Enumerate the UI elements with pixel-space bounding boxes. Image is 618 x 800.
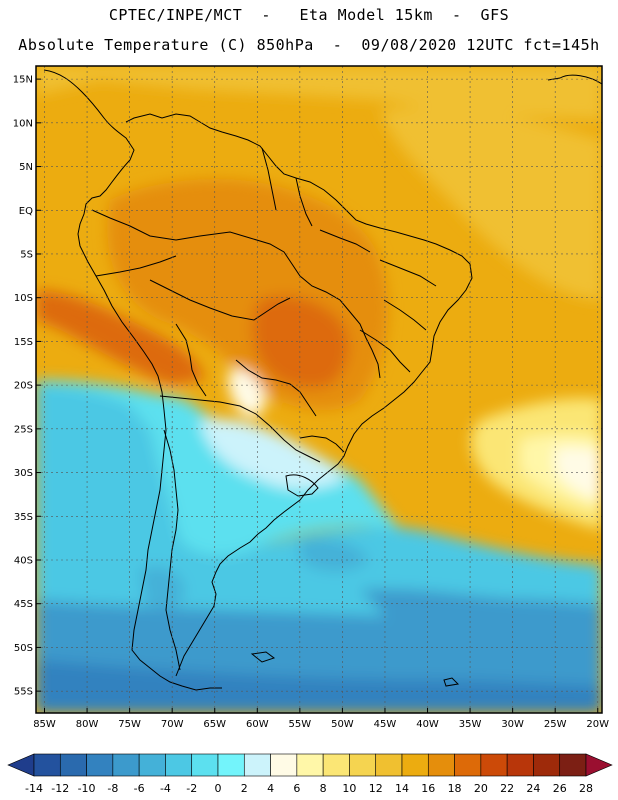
lon-label: 45W bbox=[374, 719, 397, 730]
colorbar-label: -10 bbox=[78, 782, 96, 795]
colorbar-label: -6 bbox=[134, 782, 145, 795]
colorbar-swatch bbox=[559, 753, 587, 777]
lon-label: 40W bbox=[416, 719, 439, 730]
colorbar-label: 18 bbox=[448, 782, 462, 795]
colorbar-label: 16 bbox=[421, 782, 435, 795]
colorbar-label: 22 bbox=[500, 782, 514, 795]
lat-label: 30S bbox=[14, 468, 33, 479]
colorbar-swatch bbox=[243, 753, 271, 777]
map-frame bbox=[35, 65, 603, 714]
lat-label: EQ bbox=[19, 206, 33, 217]
colorbar-swatch bbox=[86, 753, 114, 777]
colorbar-swatch bbox=[138, 753, 166, 777]
colorbar-swatch bbox=[165, 753, 193, 777]
colorbar-label: 14 bbox=[395, 782, 409, 795]
colorbar-label: 0 bbox=[215, 782, 222, 795]
colorbar-label: 6 bbox=[293, 782, 300, 795]
lat-label: 15S bbox=[14, 337, 33, 348]
colorbar-low-arrow bbox=[7, 753, 35, 777]
lat-label: 35S bbox=[14, 512, 33, 523]
colorbar-label: -12 bbox=[51, 782, 69, 795]
colorbar-label: 2 bbox=[241, 782, 248, 795]
colorbar-label: 12 bbox=[369, 782, 383, 795]
colorbar-label: 8 bbox=[320, 782, 327, 795]
lon-label: 70W bbox=[161, 719, 184, 730]
lat-label: 50S bbox=[14, 643, 33, 654]
lat-label: 15N bbox=[13, 75, 33, 86]
colorbar-swatch bbox=[427, 753, 455, 777]
colorbar-swatch bbox=[270, 753, 298, 777]
colorbar-label: 10 bbox=[342, 782, 356, 795]
lon-label: 25W bbox=[544, 719, 567, 730]
map-grid bbox=[36, 66, 602, 713]
lat-label: 20S bbox=[14, 381, 33, 392]
colorbar-label: -4 bbox=[160, 782, 171, 795]
colorbar-label: 4 bbox=[267, 782, 274, 795]
colorbar-swatch bbox=[112, 753, 140, 777]
colorbar-swatch bbox=[296, 753, 324, 777]
lon-label: 85W bbox=[33, 719, 56, 730]
coastlines bbox=[43, 69, 602, 691]
temperature-field bbox=[36, 66, 602, 713]
lat-label: 25S bbox=[14, 424, 33, 435]
lon-label: 60W bbox=[246, 719, 269, 730]
lat-label: 5N bbox=[19, 162, 33, 173]
colorbar-label: 28 bbox=[579, 782, 593, 795]
colorbar-swatch bbox=[401, 753, 429, 777]
chart-title-line1: CPTEC/INPE/MCT - Eta Model 15km - GFS bbox=[108, 6, 510, 24]
colorbar-swatch bbox=[480, 753, 508, 777]
colorbar-swatch bbox=[322, 753, 350, 777]
colorbar-swatch bbox=[59, 753, 87, 777]
colorbar-label: -14 bbox=[25, 782, 43, 795]
chart-title-line2: Absolute Temperature (C) 850hPa - 09/08/… bbox=[18, 36, 600, 54]
axis-ticks: 15N 10N 5N EQ 5S 10S 15S 20S 25S 30S 35S 40S 45S 50S 5… bbox=[13, 75, 609, 730]
colorbar-label: 26 bbox=[553, 782, 567, 795]
lat-label: 5S bbox=[20, 249, 33, 260]
colorbar: -14 -12 -10 -8 -6 -4 -2 0 2 4 6 8 10 12 14 16 18 20 22 24 26… bbox=[7, 753, 613, 795]
lon-label: 30W bbox=[501, 719, 524, 730]
colorbar-swatch bbox=[33, 753, 61, 777]
lat-label: 40S bbox=[14, 555, 33, 566]
lon-label: 75W bbox=[118, 719, 141, 730]
colorbar-swatch bbox=[506, 753, 534, 777]
lon-label: 20W bbox=[586, 719, 609, 730]
colorbar-swatch bbox=[533, 753, 561, 777]
lon-label: 55W bbox=[289, 719, 312, 730]
colorbar-label: 24 bbox=[526, 782, 540, 795]
colorbar-label: 20 bbox=[474, 782, 488, 795]
colorbar-swatch bbox=[349, 753, 377, 777]
colorbar-swatch bbox=[217, 753, 245, 777]
lon-label: 50W bbox=[331, 719, 354, 730]
colorbar-high-arrow bbox=[585, 753, 613, 777]
colorbar-label: -8 bbox=[107, 782, 118, 795]
lat-label: 10N bbox=[13, 118, 33, 129]
colorbar-swatch bbox=[454, 753, 482, 777]
lat-label: 55S bbox=[14, 687, 33, 698]
lat-label: 45S bbox=[14, 599, 33, 610]
colorbar-label: -2 bbox=[186, 782, 197, 795]
lon-label: 35W bbox=[459, 719, 482, 730]
lon-label: 80W bbox=[76, 719, 99, 730]
lat-label: 10S bbox=[14, 293, 33, 304]
colorbar-swatch bbox=[375, 753, 403, 777]
lon-label: 65W bbox=[203, 719, 226, 730]
colorbar-swatch bbox=[191, 753, 219, 777]
